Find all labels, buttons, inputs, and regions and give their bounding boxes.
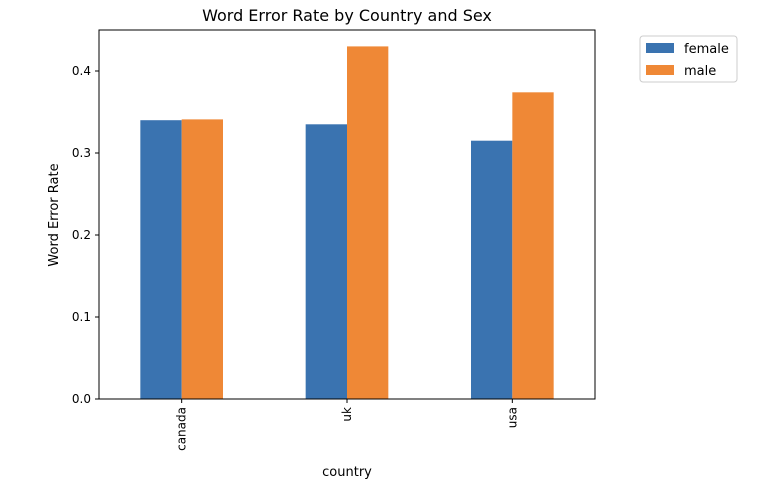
bar-female-usa xyxy=(471,140,513,399)
y-tick-label: 0.2 xyxy=(72,228,91,242)
y-tick-label: 0.3 xyxy=(72,146,91,160)
y-axis-label: Word Error Rate xyxy=(47,163,62,266)
legend-swatch-male xyxy=(646,65,674,75)
x-axis-label: country xyxy=(322,465,372,480)
legend: female male xyxy=(639,35,738,83)
bar-female-uk xyxy=(305,124,347,400)
y-tick-label: 0.0 xyxy=(72,392,91,406)
bar-male-canada xyxy=(181,119,223,399)
legend-swatch-female xyxy=(646,43,674,53)
x-tick-label-uk: uk xyxy=(340,407,354,422)
bar-male-uk xyxy=(347,46,389,400)
bar-male-usa xyxy=(512,92,554,399)
y-tick-label: 0.1 xyxy=(72,310,91,324)
legend-label-male: male xyxy=(684,64,716,79)
y-tick-label: 0.4 xyxy=(72,64,91,78)
chart-title: Word Error Rate by Country and Sex xyxy=(202,6,492,25)
x-tick-label-usa: usa xyxy=(505,407,519,428)
x-tick-label-canada: canada xyxy=(175,407,189,451)
legend-label-female: female xyxy=(684,42,729,57)
plot-area: 0.0 0.1 0.2 0.3 0.4 canada uk usa xyxy=(72,29,596,451)
bar-female-canada xyxy=(140,120,182,399)
